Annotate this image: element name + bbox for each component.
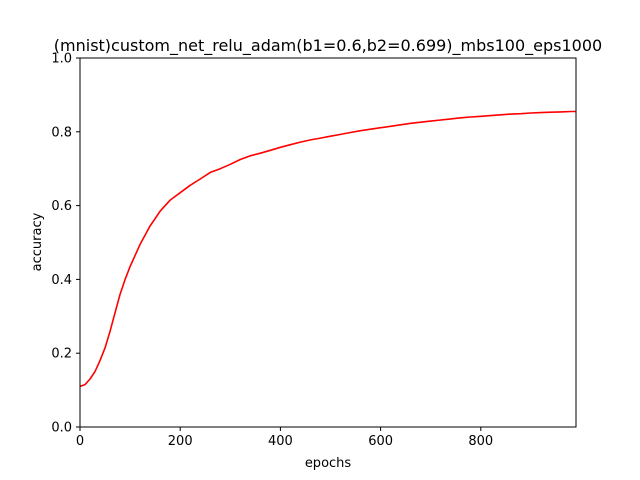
x-axis-label: epochs <box>305 456 352 471</box>
x-tick-label: 0 <box>76 434 84 449</box>
axes-frame <box>79 57 577 428</box>
x-tick-label: 400 <box>268 434 293 449</box>
x-tick-label: 600 <box>368 434 393 449</box>
y-axis: 0.0 0.2 0.4 0.6 0.8 1.0 <box>51 52 80 436</box>
y-tick-label: 0.2 <box>51 347 72 362</box>
y-tick-label: 0.4 <box>51 273 72 288</box>
y-tick-label: 0.0 <box>51 421 72 436</box>
x-axis: 0 200 400 600 800 <box>76 427 493 449</box>
chart-title: (mnist)custom_net_relu_adam(b1=0.6,b2=0.… <box>54 36 602 56</box>
x-tick-label: 800 <box>468 434 493 449</box>
y-tick-label: 0.8 <box>51 125 72 140</box>
x-tick-label: 200 <box>168 434 193 449</box>
y-tick-label: 0.6 <box>51 199 72 214</box>
plot-area <box>79 110 576 388</box>
y-axis-label: accuracy <box>30 212 45 271</box>
series-line-0 <box>79 110 576 388</box>
y-tick-label: 1.0 <box>51 52 72 67</box>
